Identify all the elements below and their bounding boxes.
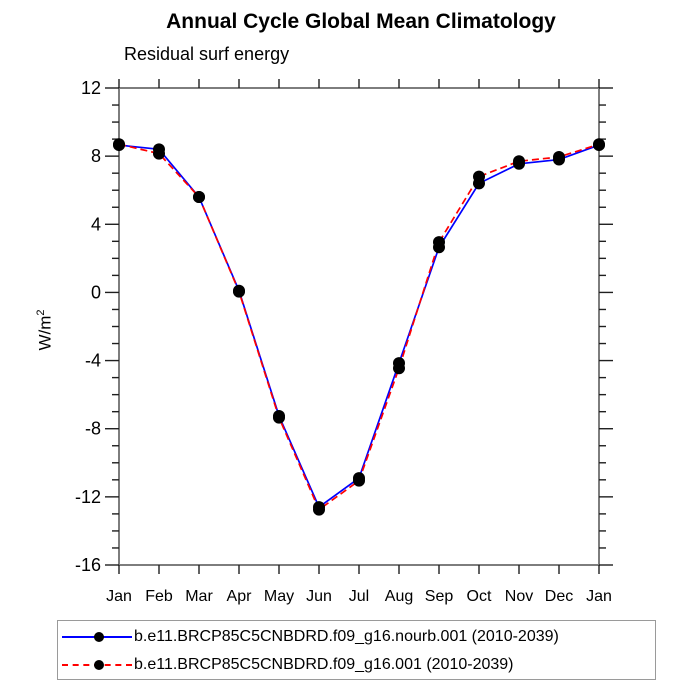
x-axis-tick-label: Aug xyxy=(385,588,413,605)
data-point-marker-1 xyxy=(593,138,605,151)
x-axis-tick-label: Jun xyxy=(306,588,332,605)
y-axis-tick-label: -8 xyxy=(85,419,101,439)
legend-row-nourb: b.e11.BRCP85C5CNBDRD.f09_g16.nourb.001 (… xyxy=(58,623,655,651)
x-axis-tick-label: Jan xyxy=(586,588,612,605)
y-axis-tick-label: 0 xyxy=(91,282,101,302)
series-line-1 xyxy=(118,143,600,511)
legend-row-urb: b.e11.BRCP85C5CNBDRD.f09_g16.001 (2010-2… xyxy=(58,651,655,679)
y-axis-tick-label: 8 xyxy=(91,146,101,166)
data-point-marker-1 xyxy=(433,236,445,249)
data-point-marker-1 xyxy=(313,503,325,516)
x-axis-tick-label: Apr xyxy=(227,588,253,605)
data-point-marker-1 xyxy=(513,155,525,168)
x-axis-tick-label: May xyxy=(264,588,294,605)
data-point-marker-1 xyxy=(153,147,165,160)
x-axis-tick-label: Feb xyxy=(145,588,173,605)
x-axis-tick-label: Mar xyxy=(185,588,213,605)
x-axis-tick-label: Jul xyxy=(349,588,369,605)
data-point-marker-1 xyxy=(473,170,485,183)
data-point-marker-1 xyxy=(113,138,125,151)
data-point-marker-1 xyxy=(353,474,365,487)
black-dot-marker-icon xyxy=(94,660,104,670)
x-axis-tick-label: Sep xyxy=(425,588,454,605)
legend-sample-red-dashed xyxy=(62,658,132,672)
chart-title: Annual Cycle Global Mean Climatology xyxy=(166,10,556,33)
x-axis-tick-label: Oct xyxy=(467,588,492,605)
data-point-marker-1 xyxy=(393,362,405,375)
y-axis-tick-label: -16 xyxy=(75,555,101,575)
x-axis-tick-label: Nov xyxy=(505,588,533,605)
legend-label-nourb: b.e11.BRCP85C5CNBDRD.f09_g16.nourb.001 (… xyxy=(134,628,559,645)
chart-subtitle: Residual surf energy xyxy=(124,44,290,64)
data-point-marker-1 xyxy=(553,150,565,163)
black-dot-marker-icon xyxy=(94,632,104,642)
legend-sample-blue-solid xyxy=(62,630,132,644)
y-axis-tick-label: 4 xyxy=(91,214,101,234)
data-point-marker-1 xyxy=(273,411,285,424)
x-axis-tick-label: Dec xyxy=(545,588,573,605)
legend-box: b.e11.BRCP85C5CNBDRD.f09_g16.nourb.001 (… xyxy=(57,620,656,680)
data-point-marker-1 xyxy=(193,191,205,204)
x-axis-tick-label: Jan xyxy=(106,588,132,605)
data-point-marker-1 xyxy=(233,285,245,298)
y-axis-tick-label: -12 xyxy=(75,487,101,507)
y-axis-tick-label: -4 xyxy=(85,351,101,371)
legend-label-urb: b.e11.BRCP85C5CNBDRD.f09_g16.001 (2010-2… xyxy=(134,656,514,673)
y-axis-tick-label: 12 xyxy=(81,78,101,98)
series-line-0 xyxy=(118,144,600,509)
